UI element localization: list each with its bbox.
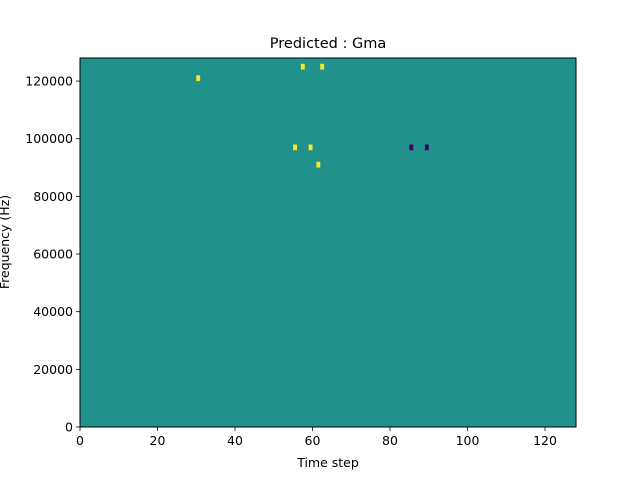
heatmap-cell: [196, 75, 201, 82]
heatmap-cell: [424, 144, 429, 151]
x-tick-label: 0: [76, 433, 84, 448]
y-tick-label: 80000: [33, 189, 73, 204]
x-tick-label: 100: [456, 433, 480, 448]
heatmap-cell: [409, 144, 414, 151]
y-axis-label: Frequency (Hz): [0, 195, 12, 289]
y-tick-label: 20000: [33, 362, 73, 377]
y-tick-label: 40000: [33, 304, 73, 319]
chart-title: Predicted : Gma: [270, 36, 386, 52]
y-tick-label: 60000: [33, 247, 73, 262]
x-tick-label: 20: [150, 433, 166, 448]
y-tick-label: 120000: [25, 74, 73, 89]
heatmap-cell: [293, 144, 298, 151]
heatmap-background: [80, 58, 576, 427]
y-axis: 0 20000 40000 60000 80000 100000 120000: [25, 74, 80, 435]
x-tick-label: 40: [227, 433, 243, 448]
heatmap-cell: [320, 63, 325, 70]
x-tick-label: 60: [305, 433, 321, 448]
x-axis-label: Time step: [296, 455, 359, 470]
heatmap-cell: [316, 161, 321, 168]
plot-frame: [79, 57, 577, 428]
y-tick-label: 0: [65, 420, 73, 435]
heatmap-cell: [300, 63, 305, 70]
heatmap-cell: [308, 144, 313, 151]
x-tick-label: 120: [533, 433, 557, 448]
x-tick-label: 80: [382, 433, 398, 448]
x-axis: 0 20 40 60 80 100 120: [76, 427, 557, 448]
y-tick-label: 100000: [25, 131, 73, 146]
heatmap-cells: [80, 58, 576, 427]
